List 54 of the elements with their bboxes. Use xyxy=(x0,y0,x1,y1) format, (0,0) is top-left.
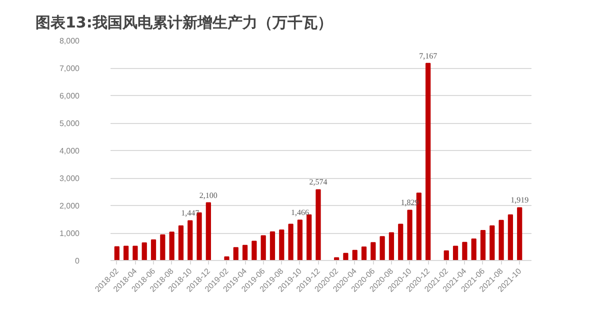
bar xyxy=(252,240,257,260)
y-tick-label: 5,000 xyxy=(59,119,80,128)
data-label: 1,919 xyxy=(510,196,529,205)
bar xyxy=(297,220,303,260)
bar xyxy=(142,242,147,260)
bar xyxy=(517,207,522,260)
bar xyxy=(398,224,404,260)
data-label: 2,100 xyxy=(199,190,218,200)
bar xyxy=(169,232,174,260)
bar xyxy=(471,238,476,260)
bar xyxy=(178,225,184,260)
bar xyxy=(480,230,486,260)
bar xyxy=(508,214,514,260)
bar xyxy=(380,236,385,260)
bar xyxy=(206,202,211,260)
data-label: 1,447 xyxy=(181,208,200,218)
bar xyxy=(452,246,458,260)
y-tick-label: 3,000 xyxy=(59,174,80,183)
bar xyxy=(132,246,138,260)
bar xyxy=(224,256,230,260)
data-label: 7,167 xyxy=(419,51,438,60)
bar xyxy=(279,229,284,260)
bar xyxy=(114,246,120,260)
y-tick-label: 6,000 xyxy=(59,92,80,100)
y-tick-label: 4,000 xyxy=(59,146,80,156)
data-label: 2,574 xyxy=(309,178,328,187)
y-tick-label: 2,000 xyxy=(59,202,80,210)
bar xyxy=(407,210,412,260)
y-tick-label: 0 xyxy=(75,256,80,266)
bar xyxy=(316,189,321,260)
bar xyxy=(370,242,376,260)
y-tick-label: 8,000 xyxy=(59,36,80,46)
y-tick-label: 1,000 xyxy=(59,229,80,238)
bar xyxy=(150,239,156,260)
bar xyxy=(361,246,367,260)
bar xyxy=(242,244,248,260)
bar xyxy=(260,235,266,260)
bar xyxy=(343,252,348,260)
bar xyxy=(188,220,193,260)
bar xyxy=(462,242,468,260)
data-label: 1,466 xyxy=(290,208,309,218)
bar xyxy=(352,250,358,260)
y-tick-label: 7,000 xyxy=(59,64,80,73)
bar xyxy=(388,232,394,260)
bar xyxy=(426,62,431,260)
bar xyxy=(124,246,129,260)
bar xyxy=(270,231,276,260)
bar xyxy=(233,247,238,260)
bar xyxy=(490,225,495,260)
bar xyxy=(160,234,166,260)
bar xyxy=(498,220,504,260)
bar xyxy=(444,250,449,260)
bar xyxy=(288,224,294,260)
chart-title: 图表13:我国风电累计新增生产力（万千瓦） xyxy=(36,14,332,32)
